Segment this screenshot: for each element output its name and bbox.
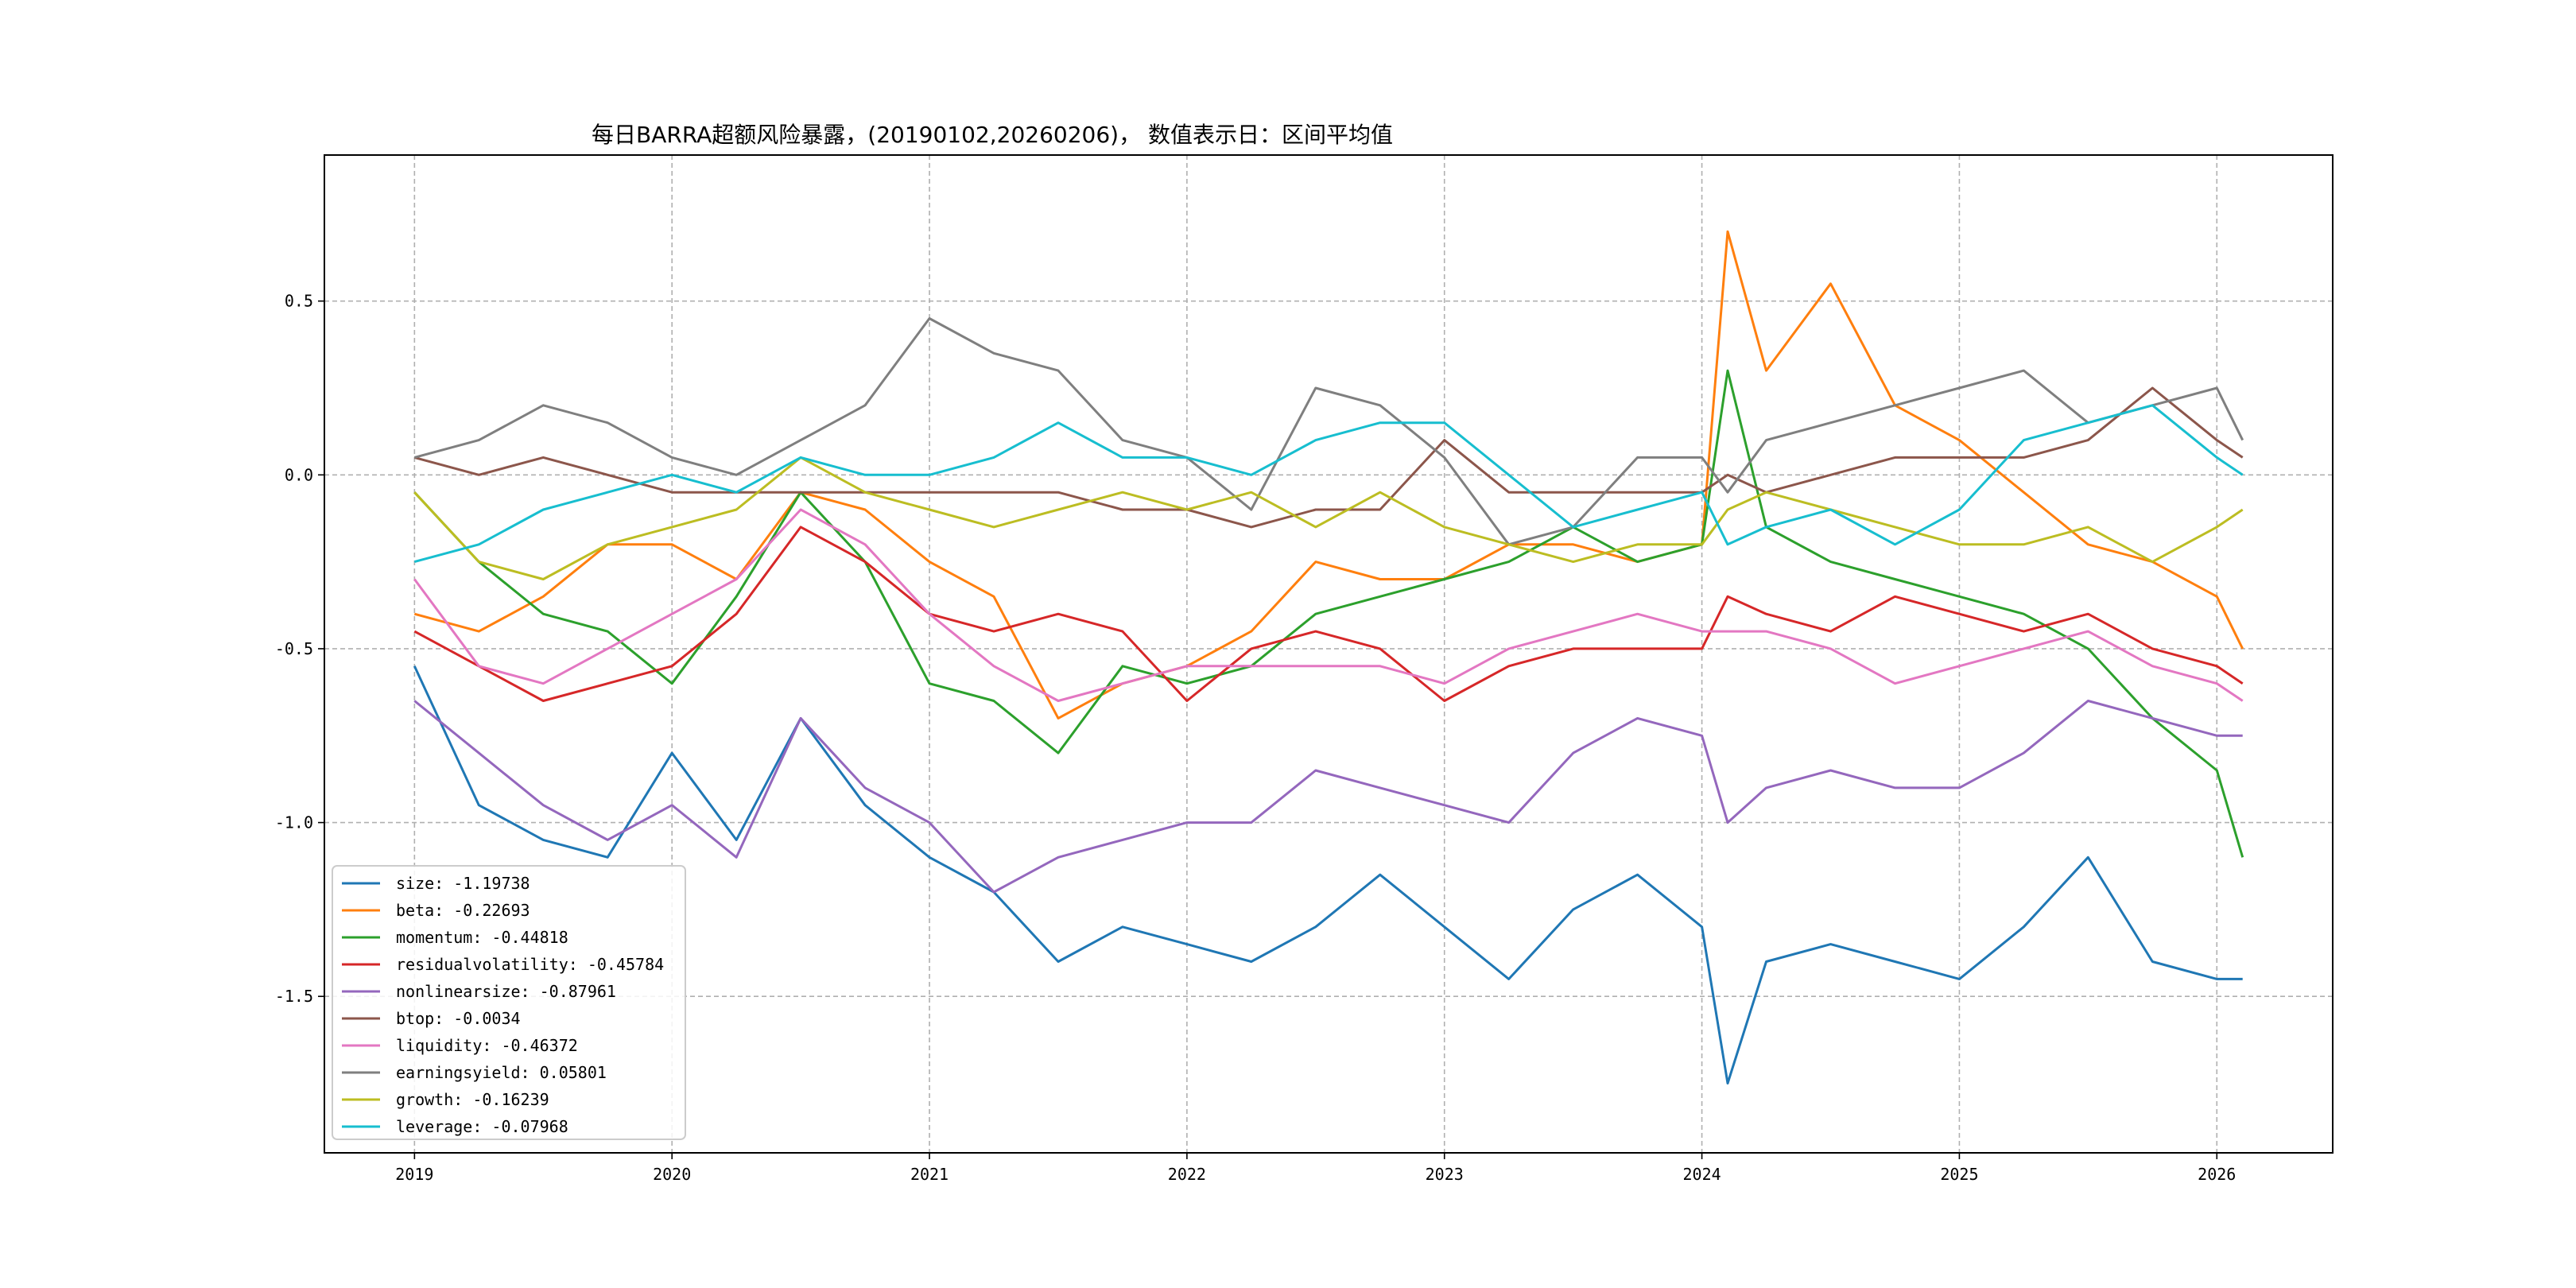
series-line-nonlinearsize xyxy=(413,700,2243,894)
legend-label-liquidity: liquidity: -0.46372 xyxy=(396,1036,578,1055)
x-tick-label: 2024 xyxy=(1682,1165,1721,1184)
x-tick-label: 2025 xyxy=(1940,1165,1978,1184)
legend-label-earningsyield: earningsyield: 0.05801 xyxy=(396,1063,607,1082)
legend-label-nonlinearsize: nonlinearsize: -0.87961 xyxy=(396,982,616,1001)
series-layer xyxy=(413,230,2244,1084)
x-tick-label: 2022 xyxy=(1168,1165,1206,1184)
series-line-liquidity xyxy=(413,508,2244,702)
series-line-earningsyield xyxy=(413,317,2244,546)
y-tick-label: -0.5 xyxy=(275,639,313,658)
x-tick-label: 2019 xyxy=(395,1165,433,1184)
legend-box xyxy=(332,865,686,1140)
plot-frame xyxy=(324,154,2334,1154)
series-line-momentum xyxy=(413,369,2244,858)
legend-label-growth: growth: -0.16239 xyxy=(396,1090,549,1109)
chart-title: 每日BARRA超额风险暴露，(20190102,20260206)， 数值表示日… xyxy=(592,122,1393,148)
legend-label-momentum: momentum: -0.44818 xyxy=(396,928,568,947)
legend: size: -1.19738 beta: -0.22693 momentum: -0… xyxy=(332,865,686,1140)
series-line-growth xyxy=(413,456,2244,580)
y-tick-label: 0.5 xyxy=(285,292,313,311)
x-tick-label: 2021 xyxy=(910,1165,949,1184)
series-line-leverage xyxy=(413,404,2244,564)
series-line-residualvolatility xyxy=(413,526,2244,702)
legend-label-btop: btop: -0.0034 xyxy=(396,1009,521,1028)
y-axis: -1.5 -1.0 -0.5 0.0 0.5 xyxy=(275,292,324,1006)
y-tick-label: 0.0 xyxy=(285,465,313,484)
x-tick-label: 2023 xyxy=(1426,1165,1464,1184)
legend-label-leverage: leverage: -0.07968 xyxy=(396,1117,568,1136)
legend-label-residualvolatility: residualvolatility: -0.45784 xyxy=(396,955,664,974)
x-tick-label: 2020 xyxy=(653,1165,691,1184)
series-line-size xyxy=(413,665,2243,1084)
legend-label-beta: beta: -0.22693 xyxy=(396,901,530,920)
legend-label-size: size: -1.19738 xyxy=(396,874,530,893)
x-axis: 2019 2020 2021 2022 2023 2024 2025 2026 xyxy=(395,1153,2236,1184)
x-tick-label: 2026 xyxy=(2198,1165,2236,1184)
y-tick-label: -1.5 xyxy=(275,987,313,1006)
y-tick-label: -1.0 xyxy=(275,813,313,832)
